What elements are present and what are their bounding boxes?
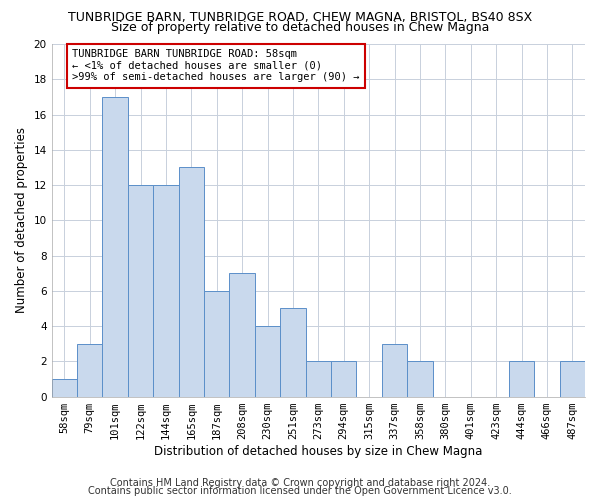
Bar [204, 291, 229, 397]
Bar [407, 362, 433, 396]
Bar [560, 362, 585, 396]
Bar [305, 362, 331, 396]
Bar [128, 185, 153, 396]
Bar [153, 185, 179, 396]
Bar [229, 273, 255, 396]
Bar [382, 344, 407, 396]
Bar [103, 97, 128, 396]
Bar [255, 326, 280, 396]
Text: Contains public sector information licensed under the Open Government Licence v3: Contains public sector information licen… [88, 486, 512, 496]
Bar [331, 362, 356, 396]
Text: Size of property relative to detached houses in Chew Magna: Size of property relative to detached ho… [111, 21, 489, 34]
Text: Contains HM Land Registry data © Crown copyright and database right 2024.: Contains HM Land Registry data © Crown c… [110, 478, 490, 488]
Text: TUNBRIDGE BARN TUNBRIDGE ROAD: 58sqm
← <1% of detached houses are smaller (0)
>9: TUNBRIDGE BARN TUNBRIDGE ROAD: 58sqm ← <… [72, 50, 359, 82]
Text: TUNBRIDGE BARN, TUNBRIDGE ROAD, CHEW MAGNA, BRISTOL, BS40 8SX: TUNBRIDGE BARN, TUNBRIDGE ROAD, CHEW MAG… [68, 11, 532, 24]
Bar [52, 379, 77, 396]
Y-axis label: Number of detached properties: Number of detached properties [15, 128, 28, 314]
X-axis label: Distribution of detached houses by size in Chew Magna: Distribution of detached houses by size … [154, 444, 482, 458]
Bar [280, 308, 305, 396]
Bar [77, 344, 103, 396]
Bar [509, 362, 534, 396]
Bar [179, 168, 204, 396]
